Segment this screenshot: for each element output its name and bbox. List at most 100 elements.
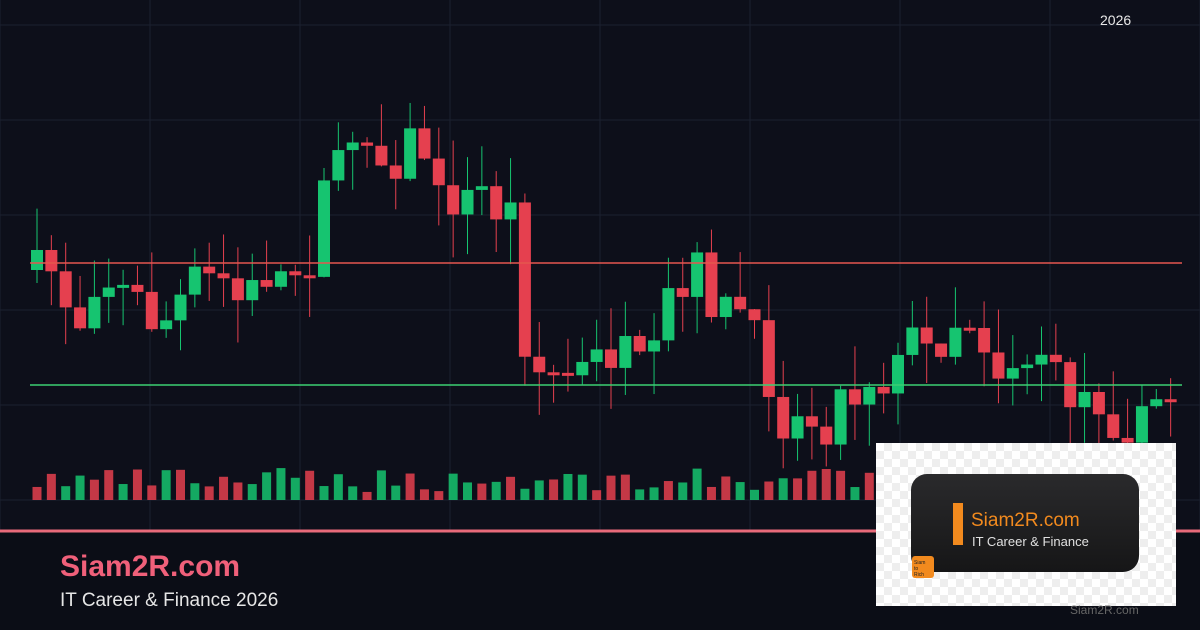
candle-body [1021, 364, 1034, 369]
candle-body [992, 352, 1005, 379]
volume-bar [592, 490, 602, 500]
candle-body [102, 287, 115, 297]
logo-title: Siam2R.com [971, 510, 1080, 531]
candle-body [475, 186, 488, 190]
candle-body [217, 273, 230, 279]
candle-body [978, 327, 991, 353]
volume-bar [750, 489, 759, 500]
candle-body [963, 327, 976, 331]
volume-bar [61, 486, 71, 500]
logo-subtitle: IT Career & Finance [972, 534, 1089, 549]
candle-body [734, 296, 747, 310]
candle-body [619, 336, 632, 368]
candle-body [518, 202, 531, 357]
candle-body [648, 340, 661, 352]
volume-bar [247, 484, 257, 500]
volume-bar [506, 476, 516, 500]
volume-bar [692, 468, 702, 500]
logo-badge: Siam to Rich [912, 556, 934, 578]
candle-body [1092, 391, 1105, 415]
candle-body [547, 372, 560, 376]
candle-body [1135, 406, 1148, 443]
candle-body [145, 291, 158, 330]
volume-bar [190, 483, 200, 500]
candle-body [246, 280, 259, 301]
volume-bar [491, 481, 501, 500]
candle-body [920, 327, 933, 344]
volume-bar [793, 478, 803, 500]
candle-body [863, 386, 876, 405]
candle-body [1164, 399, 1177, 403]
candle-body [1121, 437, 1134, 443]
candle-body [231, 278, 244, 301]
candle-body [662, 288, 675, 341]
volume-bar [219, 476, 229, 500]
candle-body [375, 145, 388, 166]
candle-body [1107, 414, 1120, 438]
volume-bar [864, 472, 874, 500]
candle-body [935, 343, 948, 357]
volume-bar [362, 491, 372, 500]
candle-body [820, 426, 833, 445]
candle-body [289, 271, 302, 276]
candle-body [88, 296, 101, 329]
candle-body [418, 128, 431, 159]
candle-body [260, 280, 273, 287]
volume-bar [233, 482, 243, 500]
candle-body [432, 158, 445, 186]
candle-body [346, 142, 359, 151]
candle-body [605, 349, 617, 368]
candle-body [848, 389, 861, 405]
volume-bar [649, 487, 659, 500]
candle-body [561, 372, 574, 376]
volume-bar [32, 486, 42, 500]
volume-bar [778, 478, 788, 500]
volume-bar [663, 481, 673, 500]
brand-title: Siam2R.com [60, 550, 241, 583]
candle-body [361, 142, 374, 146]
candle-body [1150, 399, 1163, 407]
volume-bar [850, 487, 860, 500]
volume-bar [419, 489, 429, 500]
volume-bar [75, 475, 85, 500]
logo-bar [953, 503, 963, 545]
volume-bar [563, 473, 573, 500]
candle-body [59, 271, 72, 308]
volume-bar [204, 486, 214, 500]
volume-bar [333, 474, 343, 500]
candle-body [389, 165, 402, 179]
corner-label: 2026 [1100, 12, 1132, 28]
candle-body [877, 386, 890, 394]
volume-bar [821, 469, 831, 500]
candle-body [633, 336, 646, 352]
candle-body [748, 309, 761, 321]
volume-bar [463, 482, 472, 500]
volume-bar [721, 476, 731, 500]
volume-bar [391, 485, 401, 500]
logo-badge-text: Siam to Rich [914, 560, 926, 578]
volume-bar [577, 474, 587, 500]
candle-body [777, 396, 790, 439]
volume-bar [735, 482, 745, 500]
volume-bar [118, 484, 128, 500]
volume-bar [176, 469, 185, 500]
candle-body [160, 320, 173, 330]
candle-body [1078, 391, 1091, 408]
candle-body [1035, 354, 1048, 365]
volume-bar [276, 468, 286, 500]
candle-body [533, 356, 546, 373]
watermark: Siam2R.com [1070, 603, 1139, 617]
candle-body [691, 252, 704, 297]
candle-body [576, 361, 589, 376]
candle-body [318, 180, 330, 277]
candle-body [45, 250, 58, 272]
candle-body [1006, 368, 1019, 379]
volume-bar [305, 470, 315, 500]
volume-bar [635, 489, 645, 500]
volume-bar [448, 473, 458, 500]
logo-backdrop: Siam2R.com IT Career & Finance Siam to R… [876, 443, 1176, 606]
volume-bar [606, 475, 616, 500]
candle-body [490, 186, 503, 220]
volume-bar [319, 486, 329, 500]
